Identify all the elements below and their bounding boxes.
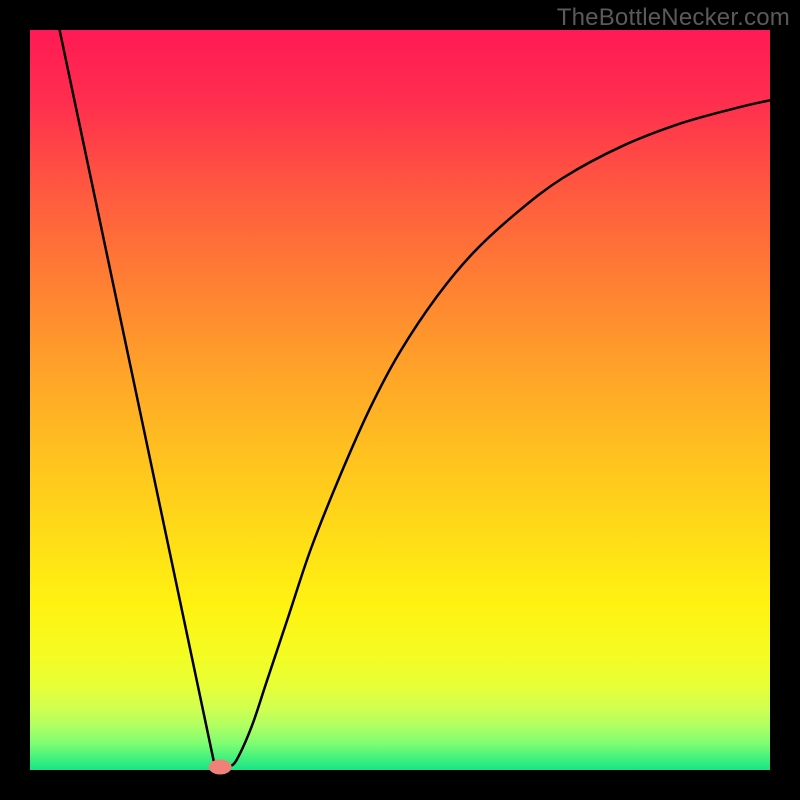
chart-container: TheBottleNecker.com xyxy=(0,0,800,800)
chart-gradient-background xyxy=(30,30,770,770)
bottleneck-chart-svg xyxy=(0,0,800,800)
minimum-marker xyxy=(209,760,231,774)
watermark-text: TheBottleNecker.com xyxy=(557,4,790,32)
